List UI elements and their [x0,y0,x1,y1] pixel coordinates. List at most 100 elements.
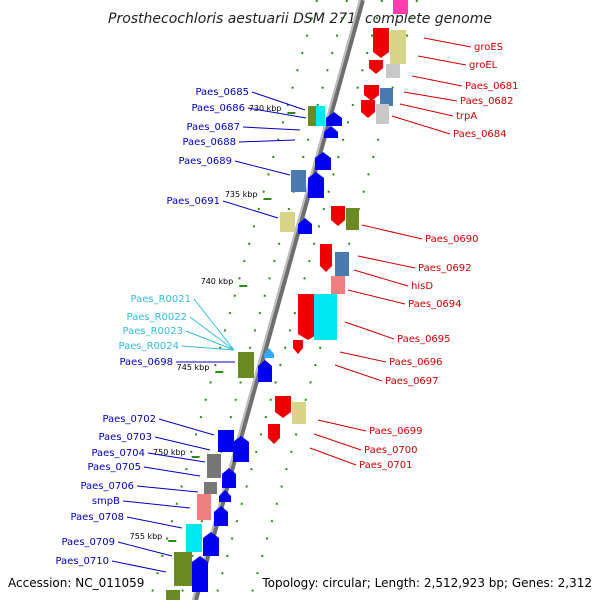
leader-line [334,364,383,382]
leader-line [399,103,454,117]
gene-forward [218,430,234,452]
gene-reverse [346,208,359,230]
gene-forward [316,106,325,126]
gene-reverse [314,294,337,340]
reverse-gene-label: Paes_0681 [465,81,519,92]
gene-forward [258,360,272,382]
leader-line [357,255,416,269]
gene-reverse [380,88,393,106]
forward-gene-label: Paes_0706 [80,481,134,492]
map-title: Prosthecochloris aestuarii DSM 271, comp… [108,11,492,27]
leader-line [193,298,235,351]
forward-gene-label: Paes_0686 [191,103,245,114]
leader-line [347,289,406,305]
gene-forward [207,454,221,478]
tick-label: 730 kbp [249,104,282,113]
reverse-gene-label: Paes_0697 [385,376,439,387]
leader-line [234,160,291,176]
rna-gene-label: Paes_R0022 [127,312,187,323]
reverse-gene-label: Paes_0682 [460,96,514,107]
reverse-gene-label: Paes_0690 [425,234,479,245]
leader-line [339,351,387,363]
gene-reverse [386,64,400,78]
gene-forward [214,506,228,526]
tick-label: 740 kbp [201,277,234,286]
forward-gene-label: Paes_0698 [119,357,173,368]
gene-reverse [298,294,318,340]
tick-label: 745 kbp [177,363,210,372]
leader-line [158,418,215,436]
gene-reverse [335,252,349,276]
gene-forward [291,170,306,192]
reverse-gene-label: groES [474,42,503,53]
reverse-gene-label: Paes_0700 [364,445,418,456]
gene-labels: Paes_0685 Paes_0686 Paes_0687 Paes_0688 Paes… [55,42,518,567]
gene-forward [222,468,236,488]
leader-line [361,224,423,240]
leader-line [247,107,307,119]
gene-groEL [390,30,406,64]
gene-groES [373,28,389,58]
topology-text: Topology: circular; Length: 2,512,923 bp… [261,576,592,590]
reverse-gene-label: Paes_0699 [369,426,423,437]
rna-gene-label: Paes_R0024 [119,341,179,352]
tick-label: 750 kbp [153,448,186,457]
gene-forward [324,126,338,138]
gene-forward [203,532,219,556]
leader-line [238,139,296,143]
gene-forward [174,552,192,586]
leader-line [117,541,173,557]
gene-features [166,0,408,600]
forward-gene-label: Paes_0688 [182,137,236,148]
forward-gene-label: Paes_0687 [186,122,240,133]
accession-text: Accession: NC_011059 [8,576,144,590]
reverse-gene-label: Paes_0694 [408,299,462,310]
leader-line [417,55,467,66]
reverse-gene-label: Paes_0684 [453,129,507,140]
tick-label: 735 kbp [225,190,258,199]
leader-line [222,200,279,219]
leader-line [126,516,183,529]
forward-gene-label: smpB [92,496,120,507]
forward-gene-label: Paes_0689 [178,156,232,167]
leader-line [122,500,191,509]
label-leader-lines [111,37,472,573]
reverse-gene-label: hisD [411,281,433,292]
gene-forward [308,106,316,126]
reverse-gene-label: Paes_0692 [418,263,472,274]
leader-line [403,91,458,102]
gene-reverse [331,206,345,226]
gene-forward [238,352,254,378]
leader-line [143,466,201,477]
forward-gene-label: Paes_0703 [98,432,152,443]
gene-reverse [364,85,379,101]
reverse-gene-label: Paes_0696 [389,357,443,368]
gene-forward [298,218,312,234]
leader-line [189,316,235,351]
gene-reverse [393,0,408,14]
gene-rna [264,348,274,358]
forward-gene-label: Paes_0685 [195,87,249,98]
gene-forward [166,590,180,600]
reverse-gene-label: Paes_0701 [359,460,413,471]
leader-line [411,75,463,87]
gene-forward [219,490,231,502]
forward-gene-label: Paes_0705 [87,462,141,473]
forward-gene-label: Paes_0704 [91,448,145,459]
leader-line [185,330,235,351]
gene-reverse [293,340,303,354]
gene-forward [308,172,324,198]
leader-line [147,452,206,463]
reverse-gene-label: Paes_0695 [397,334,451,345]
gene-forward [197,494,211,520]
reverse-gene-label: groEL [469,60,498,71]
leader-line [391,115,451,135]
gene-forward [280,212,295,232]
gene-reverse [376,104,389,124]
leader-line [317,419,367,432]
forward-gene-label: Paes_0708 [70,512,124,523]
gene-reverse [361,100,375,118]
leader-line [353,269,409,287]
rna-gene-label: Paes_R0021 [131,294,191,305]
